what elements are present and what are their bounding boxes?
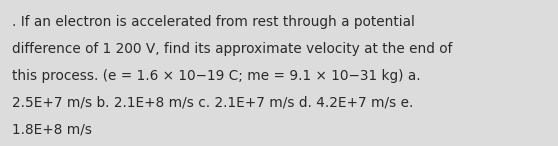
- Text: . If an electron is accelerated from rest through a potential: . If an electron is accelerated from res…: [12, 15, 415, 29]
- Text: 2.5E+7 m/s b. 2.1E+8 m/s c. 2.1E+7 m/s d. 4.2E+7 m/s e.: 2.5E+7 m/s b. 2.1E+8 m/s c. 2.1E+7 m/s d…: [12, 96, 413, 110]
- Text: this process. (e = 1.6 × 10−19 C; me = 9.1 × 10−31 kg) a.: this process. (e = 1.6 × 10−19 C; me = 9…: [12, 69, 421, 83]
- Text: 1.8E+8 m/s: 1.8E+8 m/s: [12, 123, 92, 137]
- Text: difference of 1 200 V, find its approximate velocity at the end of: difference of 1 200 V, find its approxim…: [12, 42, 453, 56]
